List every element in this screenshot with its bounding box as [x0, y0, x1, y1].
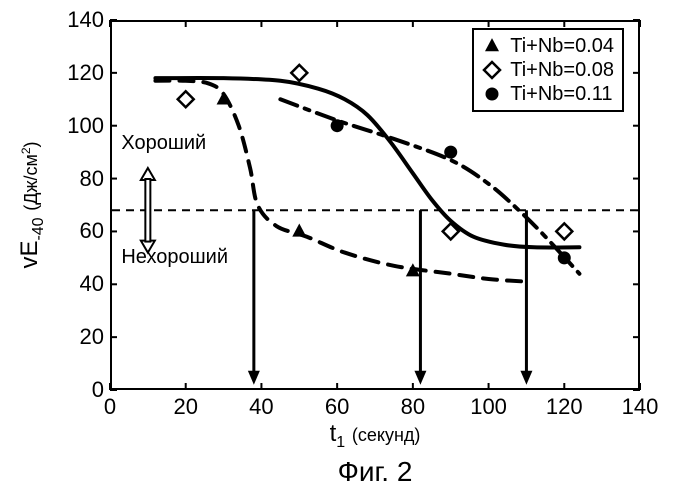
legend-item: Ti+Nb=0.08 [482, 58, 614, 82]
y-tick-label: 140 [60, 7, 104, 33]
figure-caption: Фиг. 2 [338, 456, 413, 488]
y-tick-label: 20 [60, 324, 104, 350]
x-tick-label: 100 [470, 394, 507, 420]
y-tick-label: 120 [60, 60, 104, 86]
ylabel-main: vE [16, 241, 43, 269]
legend-item: Ti+Nb=0.11 [482, 82, 614, 106]
x-tick-label: 0 [104, 394, 116, 420]
x-tick-label: 60 [325, 394, 349, 420]
legend-item: Ti+Nb=0.04 [482, 34, 614, 58]
x-tick-label: 120 [546, 394, 583, 420]
annotation-good: Хороший [121, 132, 206, 155]
xlabel-main: t [330, 420, 337, 447]
y-axis-label: vE-40 (Дж/см2) [16, 141, 48, 268]
x-tick-label: 140 [622, 394, 659, 420]
ylabel-unit-prefix: (Дж/см [21, 154, 41, 211]
ylabel-unit-sup: 2 [19, 147, 33, 154]
y-tick-label: 80 [60, 166, 104, 192]
y-tick-label: 0 [60, 377, 104, 403]
legend: Ti+Nb=0.04Ti+Nb=0.08Ti+Nb=0.11 [472, 28, 624, 112]
x-axis-label: t1 (секунд) [330, 420, 421, 452]
legend-marker-icon [482, 84, 502, 104]
y-tick-label: 60 [60, 218, 104, 244]
annotation-bad: Нехороший [121, 246, 228, 269]
legend-marker-icon [482, 60, 502, 80]
figure: Ti+Nb=0.04Ti+Nb=0.08Ti+Nb=0.11 vE-40 (Дж… [0, 0, 682, 500]
y-tick-label: 100 [60, 113, 104, 139]
ylabel-unit-suffix: ) [21, 141, 41, 147]
xlabel-unit: (секунд) [352, 425, 421, 445]
x-tick-label: 40 [249, 394, 273, 420]
legend-label: Ti+Nb=0.08 [510, 58, 614, 82]
ylabel-sub: -40 [30, 217, 47, 240]
legend-label: Ti+Nb=0.11 [510, 82, 612, 106]
legend-marker-icon [482, 36, 502, 56]
x-tick-label: 80 [401, 394, 425, 420]
legend-label: Ti+Nb=0.04 [510, 34, 614, 58]
x-tick-label: 20 [173, 394, 197, 420]
xlabel-sub: 1 [336, 434, 345, 451]
y-tick-label: 40 [60, 271, 104, 297]
